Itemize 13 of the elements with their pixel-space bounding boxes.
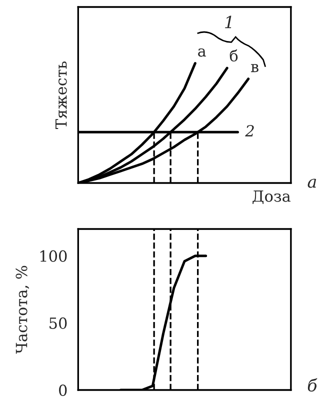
series-label: б bbox=[230, 49, 238, 62]
series-label: а bbox=[198, 48, 206, 57]
text: б bbox=[308, 378, 318, 392]
y-tick-label: 50 bbox=[50, 317, 67, 329]
y-axis-title: Тяжесть bbox=[56, 62, 67, 129]
series-label: в bbox=[251, 64, 258, 72]
text: а bbox=[308, 178, 316, 188]
y-axis-title: Частота, % bbox=[16, 266, 30, 354]
text: 1 bbox=[225, 16, 232, 28]
x-axis-title: Доза bbox=[252, 190, 290, 204]
series-label: 2 bbox=[245, 124, 254, 136]
y-tick-label: 100 bbox=[40, 250, 67, 262]
y-tick-label: 0 bbox=[59, 384, 67, 396]
